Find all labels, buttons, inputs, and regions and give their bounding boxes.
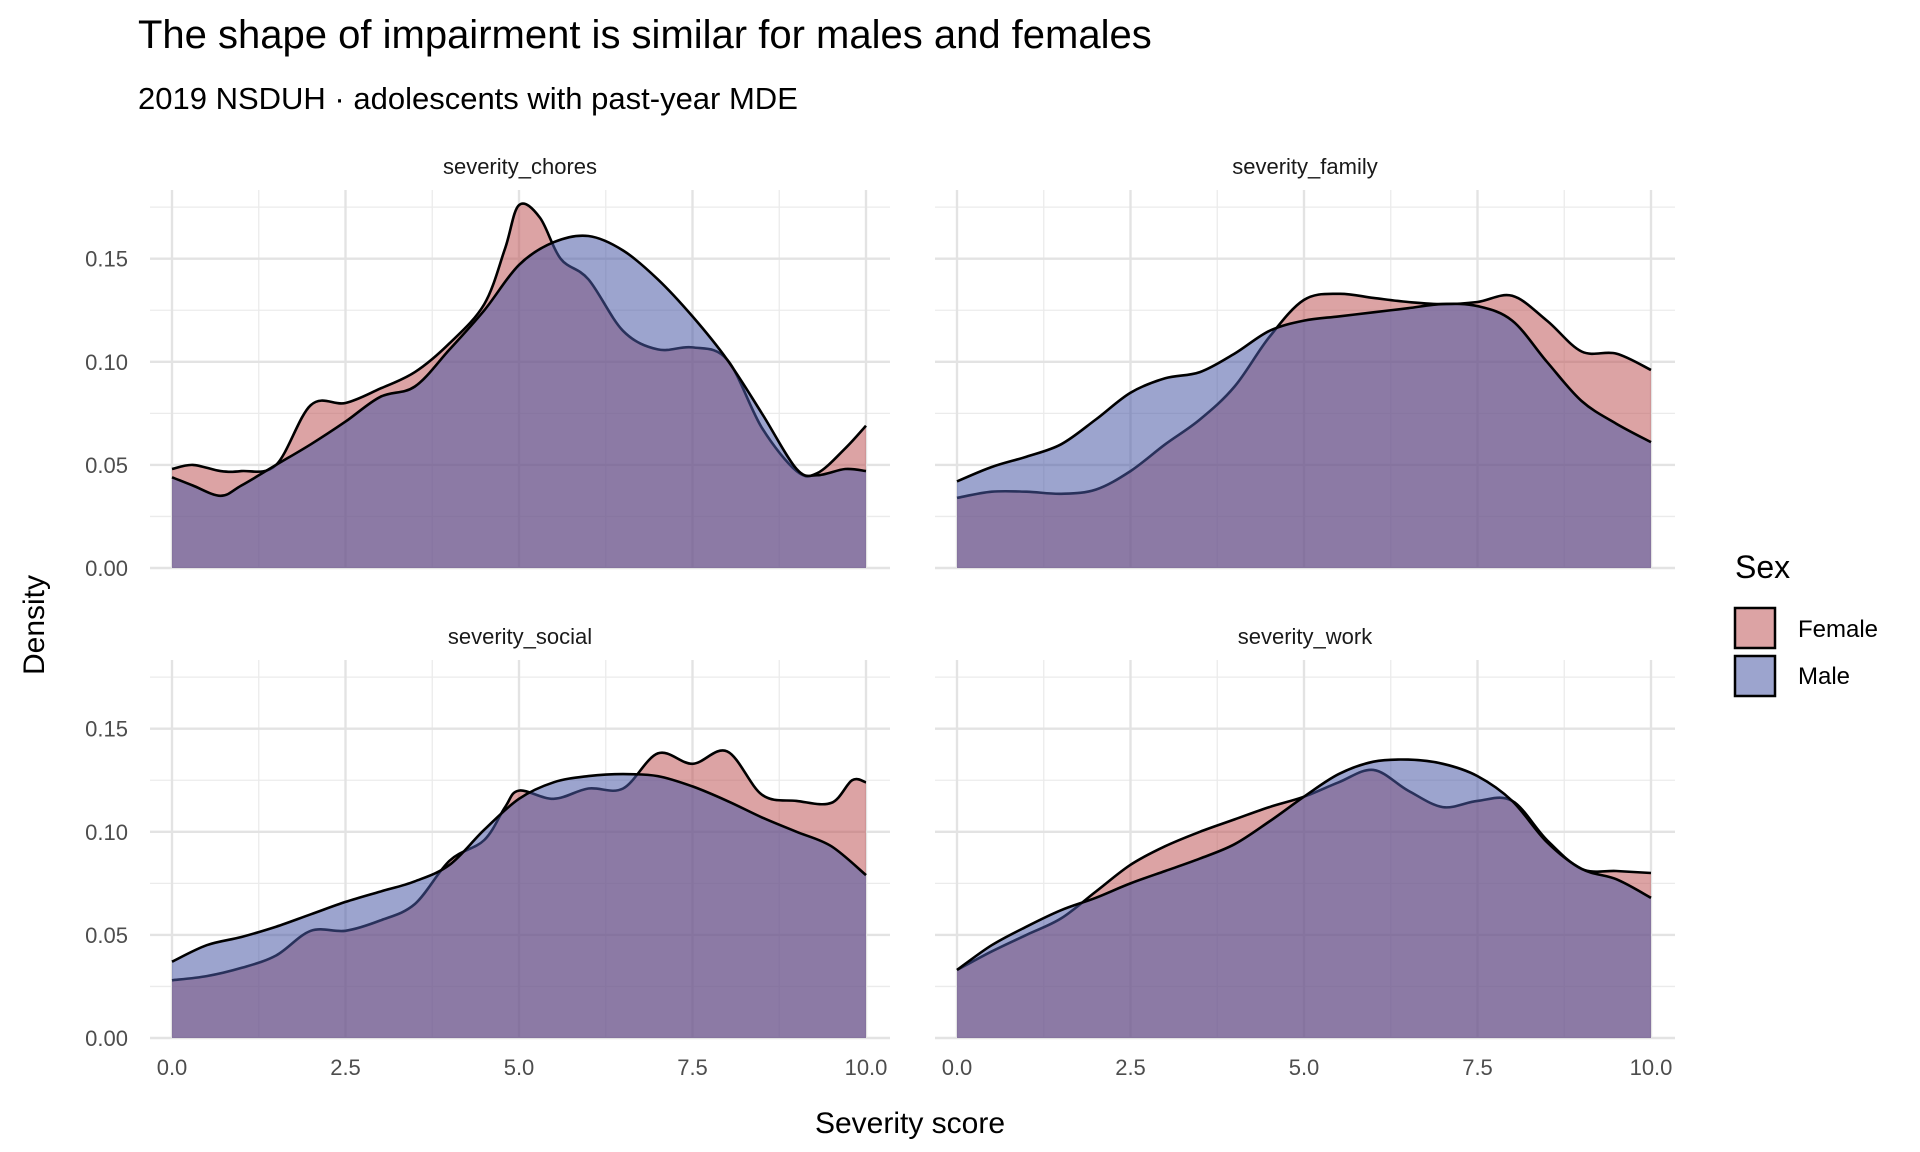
facet-panels: severity_chores0.000.050.100.15severity_… xyxy=(85,154,1675,1080)
facet-panel-severity-work: severity_work 0.0 2.5 5.0 7.5 10.0 xyxy=(935,624,1675,1080)
facet-strip-label: severity_social xyxy=(448,624,592,649)
facet-panel-severity-social: severity_social 0.00 0.05 0.10 0.15 0.0 2.5 5.0… xyxy=(85,624,890,1080)
y-tick-label: 0.15 xyxy=(85,717,128,742)
density-line-male xyxy=(171,234,867,498)
density-area-male xyxy=(172,774,866,1038)
x-tick-label: 0.0 xyxy=(157,1055,188,1080)
y-tick-label: 0.05 xyxy=(85,453,128,478)
legend-key-female xyxy=(1733,606,1777,650)
facet-strip-label: severity_work xyxy=(1238,624,1373,649)
density-line-male xyxy=(956,758,1652,972)
facet-panel-severity-family: severity_family xyxy=(935,154,1675,570)
x-tick-label: 10.0 xyxy=(845,1055,888,1080)
y-tick-label: 0.10 xyxy=(85,350,128,375)
legend: Sex Female Male xyxy=(1733,549,1878,698)
facet-strip-label: severity_family xyxy=(1232,154,1377,179)
y-tick-label: 0.05 xyxy=(85,923,128,948)
facet-strip-label: severity_chores xyxy=(443,154,597,179)
x-tick-label: 5.0 xyxy=(1289,1055,1320,1080)
x-tick-label: 5.0 xyxy=(504,1055,535,1080)
density-area-male xyxy=(172,235,866,568)
legend-title: Sex xyxy=(1735,549,1790,585)
density-line-male xyxy=(956,302,1652,483)
y-tick-label: 0.10 xyxy=(85,820,128,845)
density-area-male xyxy=(957,759,1651,1038)
chart-title: The shape of impairment is similar for m… xyxy=(138,13,1152,57)
x-tick-label: 2.5 xyxy=(1115,1055,1146,1080)
y-axis-title: Density xyxy=(18,575,51,675)
facet-panel-severity-chores: severity_chores 0.00 0.05 0.10 0.15 xyxy=(85,154,890,581)
x-tick-label: 2.5 xyxy=(330,1055,361,1080)
legend-label-female: Female xyxy=(1798,616,1878,643)
y-tick-label: 0.15 xyxy=(85,247,128,272)
y-tick-label: 0.00 xyxy=(85,556,128,581)
x-tick-label: 10.0 xyxy=(1630,1055,1673,1080)
chart-subtitle: 2019 NSDUH · adolescents with past-year … xyxy=(138,81,798,116)
x-tick-label: 7.5 xyxy=(1462,1055,1493,1080)
density-line-male xyxy=(171,772,867,963)
legend-label-male: Male xyxy=(1798,663,1850,690)
x-axis-title: Severity score xyxy=(815,1107,1005,1140)
y-tick-label: 0.00 xyxy=(85,1026,128,1051)
density-area-male xyxy=(957,303,1651,568)
x-tick-label: 0.0 xyxy=(942,1055,973,1080)
x-tick-label: 7.5 xyxy=(677,1055,708,1080)
legend-key-male xyxy=(1733,654,1777,698)
